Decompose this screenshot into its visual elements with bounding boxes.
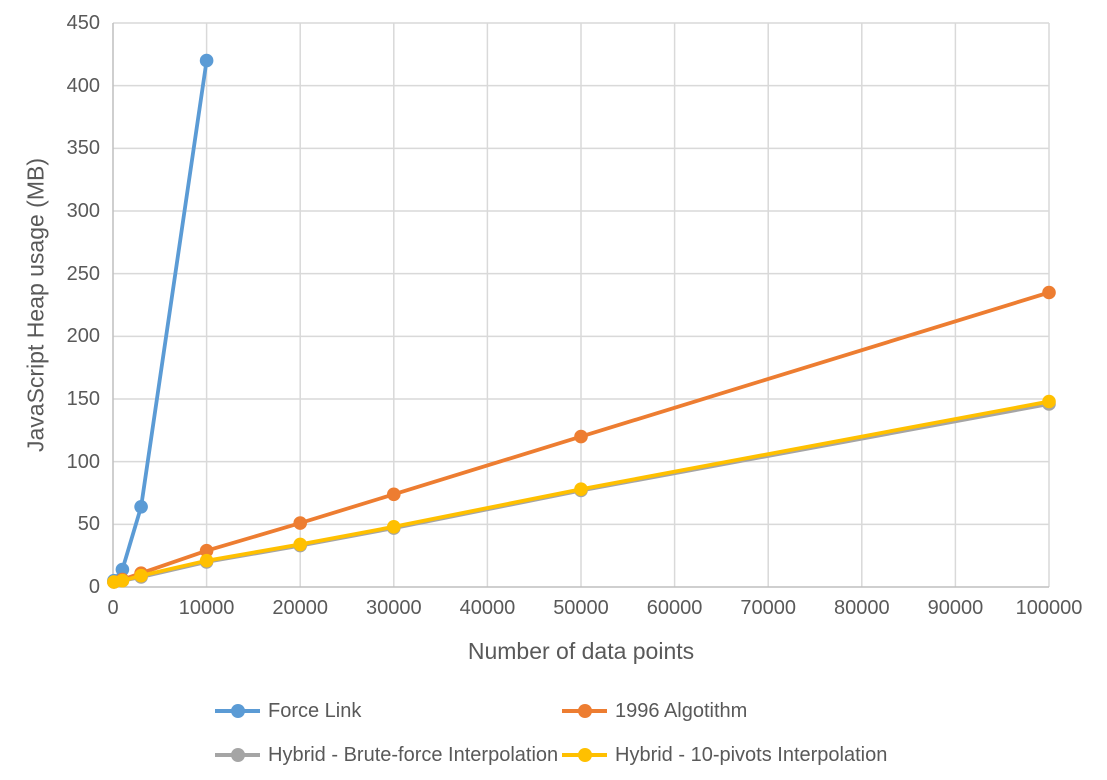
y-tick-label: 100 [66,450,100,473]
legend-marker-force-link-icon [215,704,260,718]
data-point-force-link [134,500,148,514]
data-point-hybrid-10-pivots-interpolation [1042,394,1056,409]
plot-area-svg [107,22,1056,589]
data-point-1996-algotithm [387,487,401,502]
legend-marker-hybrid-10-pivots-interpolation-icon [562,748,607,762]
series-line-force-link [112,58,209,583]
data-point-force-link [199,53,214,68]
data-point-1996-algotithm [1042,285,1056,300]
y-tick-label: 50 [77,513,100,536]
legend-label: 1996 Algotithm [615,699,748,722]
data-point-1996-algotithm [574,429,588,444]
legend-item-hybrid-10-pivots-interpolation: Hybrid - 10-pivots Interpolation [562,741,887,769]
y-tick-label: 0 [88,576,100,598]
legend-label: Hybrid - Brute-force Interpolation [268,743,559,766]
legend-item-1996-algotithm: 1996 Algotithm [562,697,887,725]
x-tick-label: 10000 [178,597,235,619]
data-point-force-link [115,562,130,577]
legend: Force Link 1996 Algotithm Hybrid - Brute-f… [215,697,887,769]
data-point-hybrid-10-pivots-interpolation [293,537,307,552]
y-tick-label: 150 [66,388,100,410]
y-tick-label: 300 [66,200,100,222]
y-tick-label: 450 [66,12,100,34]
x-tick-label: 80000 [833,597,890,619]
y-tick-label: 200 [66,325,100,348]
x-tick-label: 90000 [927,597,984,619]
data-point-hybrid-10-pivots-interpolation [115,573,130,588]
legend-label: Force Link [268,699,362,722]
x-tick-label: 20000 [272,597,328,619]
legend-marker-hybrid-brute-force-interpolation-icon [215,748,260,762]
legend-label: Hybrid - 10-pivots Interpolation [615,743,888,766]
legend-marker-1996-algotithm-icon [562,704,607,718]
legend-item-force-link: Force Link [215,697,562,725]
data-point-1996-algotithm [293,516,307,530]
x-tick-label: 40000 [459,597,516,619]
x-tick-label: 100000 [1015,597,1083,619]
x-tick-label: 60000 [646,597,703,619]
x-tick-label: 70000 [740,597,796,619]
y-tick-label: 400 [66,74,100,97]
y-tick-label: 250 [66,262,100,285]
x-tick-label: 30000 [365,597,422,619]
data-point-hybrid-10-pivots-interpolation [574,482,588,497]
x-tick-label: 50000 [553,597,609,619]
data-point-1996-algotithm [199,543,214,558]
y-tick-label: 350 [66,137,100,160]
legend-item-hybrid-brute-force-interpolation: Hybrid - Brute-force Interpolation [215,741,562,769]
data-point-hybrid-10-pivots-interpolation [199,553,214,568]
x-axis-title: Number of data points [467,638,695,664]
x-tick-label: 0 [107,597,119,619]
data-point-hybrid-10-pivots-interpolation [134,568,148,583]
data-point-hybrid-10-pivots-interpolation [387,520,401,534]
